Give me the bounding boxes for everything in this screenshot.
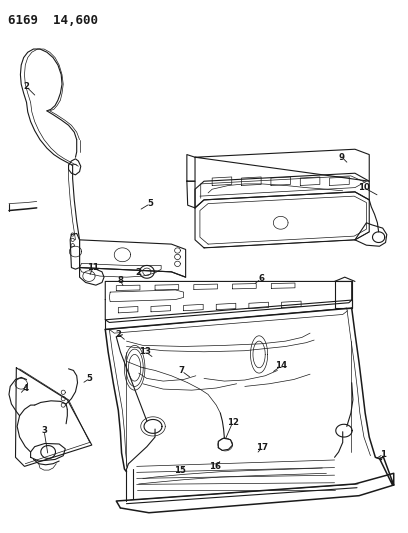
Text: 2: 2: [24, 83, 29, 91]
Text: 5: 5: [147, 199, 153, 208]
Text: 15: 15: [173, 466, 186, 474]
Text: 13: 13: [139, 347, 151, 356]
Text: 16: 16: [209, 463, 222, 471]
Text: 9: 9: [339, 153, 345, 161]
Text: 7: 7: [178, 367, 185, 375]
Text: 14: 14: [275, 361, 288, 370]
Text: 8: 8: [118, 277, 123, 285]
Text: 12: 12: [226, 418, 239, 427]
Text: 1: 1: [381, 450, 386, 458]
Text: 6169  14,600: 6169 14,600: [8, 14, 98, 27]
Text: 17: 17: [256, 443, 268, 452]
Text: 6: 6: [258, 274, 264, 283]
Text: 3: 3: [41, 426, 47, 435]
Text: 5: 5: [87, 374, 93, 383]
Text: 4: 4: [22, 384, 29, 392]
Text: 11: 11: [87, 263, 99, 272]
Text: 10: 10: [358, 183, 370, 192]
Text: 2: 2: [115, 330, 121, 338]
Text: 2: 2: [135, 269, 141, 277]
